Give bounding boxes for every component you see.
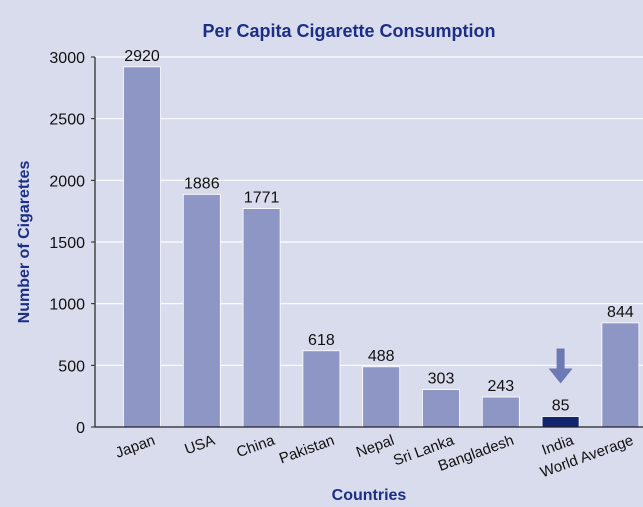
y-tick-labels: 0 500 1000 1500 2000 2500 3000 [49, 50, 95, 437]
bars [123, 66, 640, 428]
data-label: 303 [428, 371, 455, 388]
y-axis-title: Number of Cigarettes [16, 161, 33, 324]
bar-bangladesh [481, 396, 520, 428]
arrow-head [548, 368, 573, 384]
data-label: 844 [607, 304, 634, 321]
y-tick-label: 2000 [49, 173, 85, 190]
bar-japan [123, 66, 161, 428]
chart-title: Per Capita Cigarette Consumption [202, 21, 495, 41]
data-label: 1886 [184, 175, 220, 192]
data-labels: 2920 1886 1771 618 488 303 243 85 844 [124, 48, 634, 415]
data-label: 618 [308, 332, 335, 349]
y-tick-label: 2500 [49, 112, 85, 129]
data-label: 85 [552, 398, 570, 415]
bar-pakistan [302, 350, 341, 428]
y-tick-label: 3000 [49, 50, 85, 67]
bar-usa [182, 193, 221, 428]
y-tick-label: 500 [58, 358, 85, 375]
x-axis-title: Countries [332, 487, 407, 504]
bar-china [242, 208, 281, 428]
data-label: 243 [487, 378, 514, 395]
data-label: 488 [368, 348, 395, 365]
y-tick-label: 1500 [49, 235, 85, 252]
y-tick-label: 1000 [49, 297, 85, 314]
bar-india [541, 416, 580, 428]
data-label: 1771 [244, 190, 280, 207]
bar-world-average [601, 322, 640, 428]
bar-nepal [362, 366, 401, 428]
y-tick-label: 0 [76, 420, 85, 437]
data-label: 2920 [124, 48, 160, 65]
highlight-arrow [548, 348, 573, 384]
arrow-shaft [556, 348, 565, 371]
bar-sri-lanka [422, 389, 460, 428]
